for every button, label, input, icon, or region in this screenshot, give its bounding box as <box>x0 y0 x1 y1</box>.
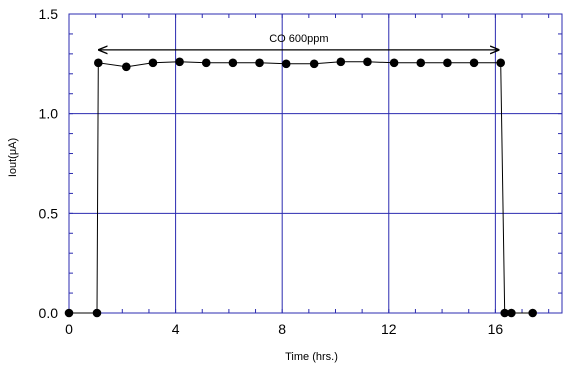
data-point <box>148 58 158 68</box>
annotation-text: CO 600ppm <box>269 33 328 45</box>
data-point <box>121 62 131 72</box>
data-point <box>528 308 537 318</box>
y-tick-label: 0.5 <box>39 205 59 221</box>
data-point <box>281 59 291 69</box>
series-line <box>69 61 533 314</box>
grid-layer <box>68 13 563 314</box>
data-point <box>94 58 103 68</box>
x-tick-label: 0 <box>65 321 73 337</box>
ticks-layer: 0 4 8 12 16 0.0 0.5 1.0 1.5 <box>39 6 504 337</box>
y-tick-label: 0.0 <box>39 305 59 321</box>
points-layer <box>64 57 537 318</box>
x-axis-title: Time (hrs.) <box>285 351 338 363</box>
y-tick-label: 1.5 <box>39 6 59 22</box>
data-point <box>64 308 74 318</box>
x-tick-label: 4 <box>172 321 180 337</box>
data-point <box>496 58 506 68</box>
data-point <box>336 57 346 67</box>
data-point <box>175 57 184 67</box>
x-tick-label: 16 <box>488 321 504 337</box>
x-tick-label: 12 <box>381 321 397 337</box>
data-point <box>500 308 510 318</box>
data-point <box>228 58 238 68</box>
data-point <box>201 58 211 68</box>
data-point <box>416 58 426 68</box>
data-point <box>469 58 479 68</box>
data-point <box>363 57 372 67</box>
annotation-layer: CO 600ppm <box>99 33 499 50</box>
plot-frame <box>68 13 563 314</box>
data-point <box>507 308 516 318</box>
data-point <box>443 58 452 68</box>
y-tick-label: 1.0 <box>39 106 59 122</box>
y-axis-title: Iout(μA) <box>7 138 19 177</box>
data-point <box>92 308 102 318</box>
series-layer <box>69 61 533 314</box>
x-tick-label: 8 <box>278 321 286 337</box>
data-point <box>389 58 399 68</box>
data-point <box>309 59 319 69</box>
data-point <box>255 58 264 68</box>
